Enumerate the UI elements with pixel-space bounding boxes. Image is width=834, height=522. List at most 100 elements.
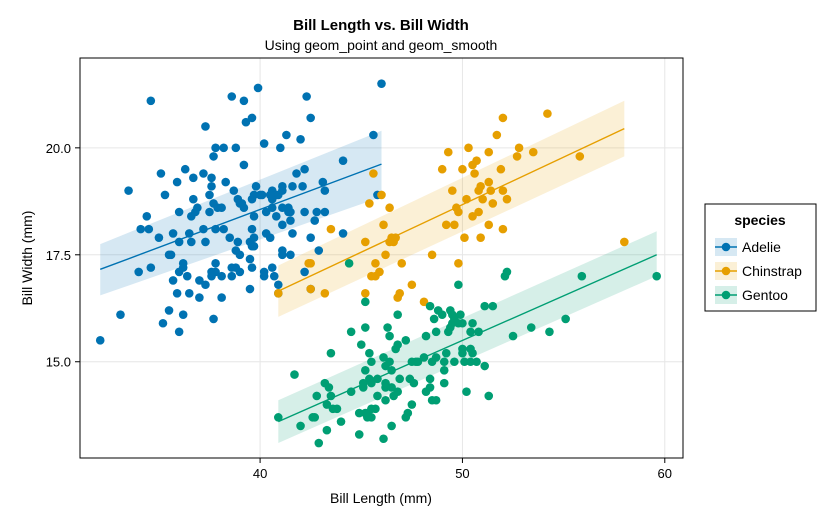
adelie-point [189,173,198,183]
adelie-point [286,250,295,260]
adelie-point [241,117,251,127]
adelie-point [227,92,237,101]
gentoo-point [458,344,467,354]
gentoo-point [456,310,465,319]
gentoo-point [425,383,435,392]
adelie-point [235,267,245,277]
gentoo-point [425,374,435,384]
gentoo-point [322,400,332,409]
adelie-point [274,280,283,290]
gentoo-point [381,395,390,405]
gentoo-point [367,357,376,367]
gentoo-point [484,391,494,401]
gentoo-legend-label: Gentoo [742,287,788,303]
adelie-point [245,254,255,264]
chinstrap-point [361,237,370,247]
adelie-point [249,241,259,251]
gentoo-point [312,391,322,401]
adelie-point [207,182,216,191]
gentoo-point [326,348,336,358]
gentoo-fit-line [278,254,657,423]
gentoo-point [354,408,364,418]
gentoo-point [526,323,536,332]
chinstrap-point [498,186,508,195]
adelie-point [369,130,378,140]
legend: species Adelie Chinstrap Gentoo [704,203,817,312]
gentoo-confidence-band [278,231,657,444]
chinstrap-point [484,147,494,157]
gentoo-point [344,259,354,268]
adelie-point [235,250,245,260]
gentoo-point [393,387,402,396]
chinstrap-point [369,169,378,178]
adelie-point [259,139,269,148]
adelie-point [201,237,210,247]
adelie-point [320,207,330,217]
gentoo-point [652,271,661,281]
adelie-point [312,207,322,217]
gentoo-point [502,267,512,277]
gentoo-point [561,314,570,324]
legend-title: species [734,212,786,228]
gentoo-point [383,323,392,332]
chinstrap-point [427,250,437,260]
adelie-point [209,314,218,324]
chinstrap-point [543,109,552,118]
adelie-point [219,224,228,234]
data-points [95,79,661,448]
adelie-fit-line [99,163,382,270]
adelie-point [172,177,182,187]
adelie-point [186,237,196,247]
x-axis-ticks: 40 50 60 [253,458,672,481]
chinstrap-point [498,113,508,123]
chinstrap-point [454,207,463,217]
chinstrap-point [443,147,453,157]
plot-frame [79,57,684,459]
chinstrap-point [514,143,524,153]
gentoo-point [361,365,370,375]
gentoo-point [460,357,469,367]
adelie-point [211,259,220,268]
gentoo-point [336,417,346,426]
adelie-point [249,190,259,200]
gentoo-point [441,348,451,358]
chinstrap-point [454,259,463,268]
chinstrap-point [371,259,380,268]
chinstrap-point [464,143,473,153]
chinstrap-point [476,233,485,242]
adelie-point [271,211,281,221]
adelie-point [249,211,259,221]
adelie-point [247,113,257,123]
adelie-point [288,229,297,238]
gentoo-point [462,387,471,396]
adelie-point [233,237,243,247]
gentoo-point [439,365,449,375]
fit-lines [99,127,657,423]
gentoo-point [458,318,467,328]
chinstrap-point [361,288,370,298]
gentoo-point [310,413,320,422]
gentoo-point [454,280,463,290]
adelie-point [269,271,279,281]
chinstrap-point [419,297,429,307]
gentoo-point [468,318,477,328]
chinstrap-point [320,288,330,298]
chinstrap-point [474,207,483,217]
chinstrap-point [460,233,469,242]
adelie-point [205,190,214,200]
y-axis-ticks: 15.0 17.5 20.0 [46,141,80,370]
adelie-point [278,203,287,213]
gentoo-point [407,400,417,409]
adelie-point [156,169,166,178]
y-tick-label: 15.0 [46,355,71,370]
adelie-point [320,186,330,195]
gentoo-point [332,404,342,414]
chinstrap-point [478,194,487,204]
adelie-point [247,224,257,234]
gentoo-point [385,357,394,367]
y-axis-label: Bill Width (mm) [19,211,35,306]
adelie-point [166,250,176,260]
chinstrap-legend-label: Chinstrap [742,263,802,279]
adelie-point [217,203,226,213]
gentoo-point [403,408,413,418]
